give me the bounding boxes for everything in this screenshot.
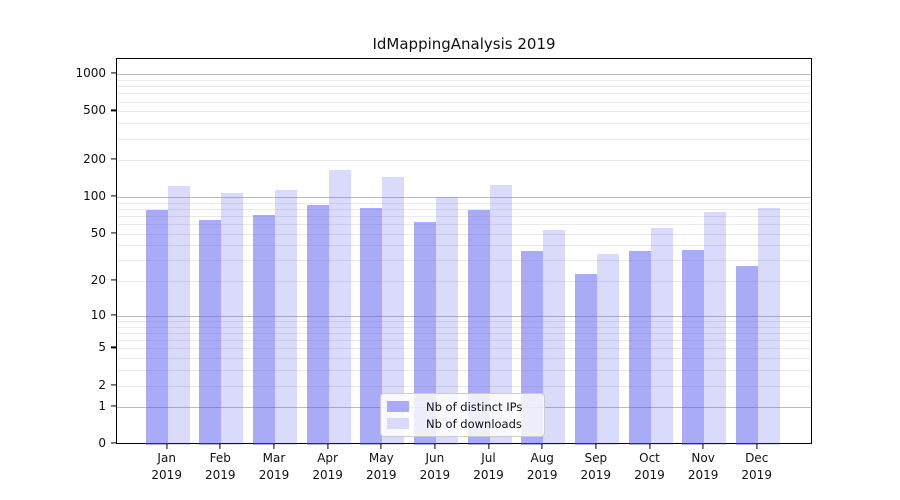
bar-distinct-ips-dec — [735, 265, 758, 445]
major-gridline — [117, 315, 811, 317]
minor-gridline — [117, 216, 811, 217]
bar-downloads-aug — [543, 229, 566, 445]
y-tick-mark — [111, 442, 116, 444]
minor-gridline — [117, 80, 811, 81]
bar-distinct-ips-mar — [253, 214, 275, 445]
bar-downloads-jun — [435, 196, 458, 445]
minor-gridline — [117, 348, 811, 350]
minor-gridline — [117, 160, 811, 162]
y-tick-mark — [111, 232, 116, 234]
y-tick-mark — [111, 195, 116, 197]
x-tick-label-aug: Aug 2019 — [526, 451, 558, 482]
y-tick-label: 2 — [98, 377, 106, 392]
x-tick-label-nov: Nov 2019 — [687, 451, 719, 482]
legend-swatch-distinct-ips — [387, 401, 409, 412]
bar-downloads-sep — [596, 253, 619, 445]
y-tick-mark — [111, 314, 116, 316]
y-tick-label: 50 — [90, 225, 106, 240]
bars-layer — [117, 59, 811, 445]
chart-title: IdMappingAnalysis 2019 — [372, 35, 556, 53]
minor-gridline — [117, 101, 811, 103]
x-tick-label-jan: Jan 2019 — [151, 451, 182, 482]
minor-gridline — [117, 385, 811, 387]
y-tick-label: 10 — [90, 307, 106, 322]
minor-gridline — [117, 332, 811, 334]
x-tick-label-sep: Sep 2019 — [580, 451, 612, 482]
bar-distinct-ips-nov — [682, 249, 705, 445]
y-tick-label: 5 — [98, 340, 106, 355]
y-tick-label: 100 — [83, 189, 106, 204]
bar-downloads-mar — [275, 189, 297, 445]
y-tick-mark — [111, 109, 116, 111]
bar-downloads-feb — [221, 192, 244, 445]
minor-gridline — [117, 340, 811, 342]
minor-gridline — [117, 224, 811, 226]
legend-label-distinct-ips: Nb of distinct IPs — [426, 399, 523, 414]
minor-gridline — [117, 358, 811, 360]
minor-gridline — [117, 111, 811, 113]
bar-distinct-ips-feb — [199, 220, 222, 445]
bar-distinct-ips-sep — [574, 274, 597, 445]
bar-downloads-may — [382, 177, 405, 445]
bar-distinct-ips-may — [360, 208, 383, 445]
bar-distinct-ips-apr — [306, 204, 329, 445]
major-gridline — [117, 197, 811, 199]
gridlines-layer — [117, 59, 811, 443]
bar-downloads-dec — [757, 208, 780, 445]
y-tick-label: 0 — [98, 436, 106, 451]
y-tick-label: 200 — [83, 152, 106, 167]
bar-distinct-ips-jun — [413, 222, 436, 445]
y-tick-mark — [111, 279, 116, 281]
minor-gridline — [117, 93, 811, 95]
legend-item-downloads: Nb of downloads — [387, 417, 544, 431]
plot-area: Nb of distinct IPs Nb of downloads — [116, 58, 812, 445]
minor-gridline — [117, 260, 811, 262]
minor-gridline — [117, 326, 811, 328]
legend: Nb of distinct IPs Nb of downloads — [380, 393, 545, 437]
x-tick-label-may: May 2019 — [366, 451, 397, 482]
x-tick-label-dec: Dec 2019 — [741, 451, 772, 482]
bar-distinct-ips-jul — [467, 210, 490, 445]
major-gridline — [117, 74, 811, 76]
minor-gridline — [117, 123, 811, 125]
bar-distinct-ips-jan — [145, 210, 168, 445]
legend-label-downloads: Nb of downloads — [426, 416, 522, 431]
y-tick-label: 1000 — [75, 66, 106, 81]
bar-downloads-jan — [167, 185, 190, 445]
minor-gridline — [117, 370, 811, 372]
y-tick-mark — [111, 405, 116, 407]
minor-gridline — [117, 202, 811, 204]
y-tick-mark — [111, 383, 116, 386]
minor-gridline — [117, 233, 811, 235]
minor-gridline — [117, 209, 811, 210]
x-tick-label-mar: Mar 2019 — [258, 451, 290, 482]
y-tick-mark — [111, 158, 116, 160]
bar-downloads-jul — [489, 185, 512, 445]
minor-gridline — [117, 86, 811, 88]
y-tick-label: 1 — [98, 399, 106, 414]
legend-swatch-downloads — [387, 418, 409, 429]
x-tick-label-feb: Feb 2019 — [205, 451, 236, 482]
minor-gridline — [117, 321, 811, 322]
minor-gridline — [117, 138, 811, 140]
x-tick-label-jul: Jul 2019 — [473, 451, 504, 482]
x-tick-label-oct: Oct 2019 — [634, 451, 665, 482]
bar-downloads-apr — [328, 170, 351, 445]
x-tick-label-jun: Jun 2019 — [419, 451, 451, 482]
minor-gridline — [117, 245, 811, 247]
bar-downloads-nov — [704, 212, 727, 445]
y-tick-mark — [111, 72, 116, 74]
legend-item-distinct-ips: Nb of distinct IPs — [387, 400, 544, 414]
minor-gridline — [117, 281, 811, 283]
y-tick-mark — [111, 346, 116, 348]
x-tick-label-apr: Apr 2019 — [312, 451, 343, 482]
bar-distinct-ips-oct — [628, 250, 651, 445]
y-tick-label: 20 — [90, 273, 106, 288]
y-tick-label: 500 — [83, 103, 106, 118]
bar-downloads-oct — [650, 227, 673, 445]
